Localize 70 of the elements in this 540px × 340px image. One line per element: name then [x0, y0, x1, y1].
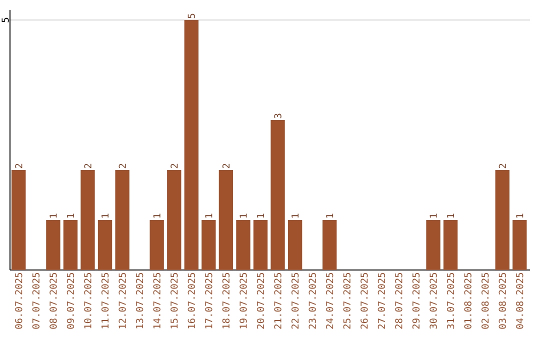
x-tick-label: 17.07.2025: [205, 272, 212, 328]
x-tick-label: 20.07.2025: [256, 272, 264, 329]
data-label: 1: [50, 214, 57, 218]
data-label: 2: [170, 164, 178, 168]
x-tick-label: 25.07.2025: [343, 272, 350, 329]
x-tick-label: 27.07.2025: [378, 272, 386, 329]
x-tick-label: 24.07.2025: [326, 272, 334, 329]
data-label: 1: [257, 214, 264, 218]
x-tick-label: 21.07.2025: [274, 272, 282, 329]
x-tick-label: 19.07.2025: [240, 272, 247, 328]
bar: [46, 220, 60, 270]
data-label: 2: [84, 164, 92, 168]
bar: [63, 220, 78, 270]
x-tick-label: 02.08.2025: [482, 272, 489, 329]
bar: [236, 220, 250, 270]
x-tick-label: 23.07.2025: [308, 272, 316, 329]
bar: [322, 220, 337, 270]
data-label: 2: [498, 164, 506, 168]
data-label: 1: [102, 214, 108, 218]
data-label: 1: [240, 214, 247, 218]
x-tick-label: 29.07.2025: [412, 272, 420, 329]
data-label: 2: [222, 164, 230, 168]
bar: [218, 170, 234, 270]
x-tick-label: 10.07.2025: [84, 272, 92, 328]
x-tick-label: 06.07.2025: [15, 272, 22, 329]
x-tick-label: 30.07.2025: [430, 272, 437, 329]
bar: [12, 170, 26, 270]
bar: [288, 220, 302, 270]
x-tick-label: 26.07.2025: [360, 272, 368, 329]
bar: [167, 170, 182, 270]
bar: [115, 170, 130, 270]
bar: [253, 220, 268, 270]
x-tick-label: 15.07.2025: [170, 272, 178, 328]
x-tick-label: 11.07.2025: [101, 272, 109, 328]
x-tick-label: 13.07.2025: [136, 272, 144, 328]
x-tick-label: 03.08.2025: [498, 272, 506, 329]
x-tick-label: 22.07.2025: [291, 272, 299, 329]
bar: [495, 170, 510, 270]
x-tick-label: 18.07.2025: [222, 272, 230, 328]
data-label: 1: [516, 214, 524, 218]
data-label: 5: [188, 14, 195, 18]
bar: [184, 20, 198, 270]
data-label: 1: [67, 214, 74, 218]
x-tick-label: 14.07.2025: [153, 272, 160, 328]
bar: [512, 220, 527, 270]
data-label: 1: [292, 214, 299, 218]
data-label: 3: [274, 114, 282, 118]
x-tick-label: 09.07.2025: [66, 272, 74, 329]
data-label: 1: [447, 214, 454, 218]
bar: [270, 120, 285, 270]
bar: [80, 170, 95, 270]
bar: [426, 220, 440, 270]
bar: [150, 220, 164, 270]
x-tick-label: 28.07.2025: [395, 272, 402, 329]
x-tick-label: 31.07.2025: [446, 272, 454, 329]
data-label: 2: [15, 164, 22, 168]
data-label: 1: [153, 214, 160, 218]
x-tick-label: 01.08.2025: [464, 272, 472, 329]
x-tick-label: 16.07.2025: [188, 272, 195, 328]
x-tick-label: 07.07.2025: [32, 272, 40, 329]
bar: [202, 220, 216, 270]
data-label: 1: [326, 214, 334, 218]
x-tick-label: 08.07.2025: [50, 272, 57, 329]
bar: [98, 220, 112, 270]
data-label: 2: [118, 164, 126, 168]
x-tick-label: 12.07.2025: [118, 272, 126, 328]
data-label: 1: [205, 214, 212, 218]
x-tick-label: 04.08.2025: [516, 272, 524, 329]
bar: [443, 220, 458, 270]
data-label: 1: [430, 214, 437, 218]
